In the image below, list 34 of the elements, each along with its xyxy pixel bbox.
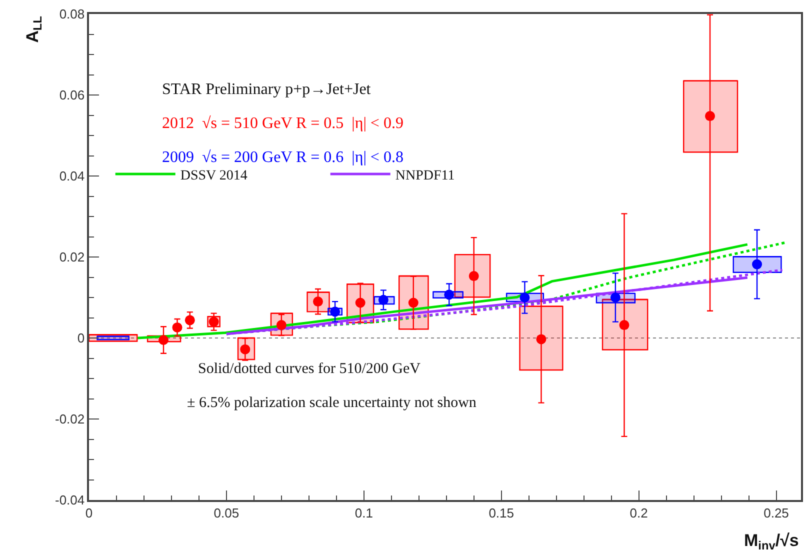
point bbox=[172, 322, 182, 332]
y-tick-label: -0.04 bbox=[55, 492, 85, 508]
legend-label: DSSV 2014 bbox=[180, 168, 248, 184]
x-tick-label: 0.25 bbox=[764, 505, 789, 520]
annotation: 2009 √s = 200 GeV R = 0.6 |η| < 0.8 bbox=[162, 149, 404, 166]
point bbox=[705, 111, 716, 122]
annotation: ± 6.5% polarization scale uncertainty not shown bbox=[187, 395, 477, 411]
y-tick-label: 0.08 bbox=[59, 6, 85, 22]
point bbox=[468, 271, 479, 282]
annotation: STAR Preliminary p+p→Jet+Jet bbox=[162, 81, 372, 98]
point bbox=[378, 294, 388, 305]
y-tick-label: 0.04 bbox=[59, 168, 85, 184]
point bbox=[408, 298, 418, 308]
x-tick-label: 0.1 bbox=[354, 505, 373, 520]
point bbox=[752, 259, 762, 270]
point bbox=[520, 292, 530, 302]
y-tick-label: 0.06 bbox=[59, 88, 85, 103]
y-tick-label: 0 bbox=[77, 330, 85, 346]
point bbox=[619, 320, 630, 330]
point bbox=[330, 306, 340, 317]
annotation: Solid/dotted curves for 510/200 GeV bbox=[198, 361, 421, 377]
y-tick-label: -0.02 bbox=[55, 412, 85, 427]
line-series bbox=[136, 243, 749, 340]
y-tick-label: 0.02 bbox=[59, 250, 85, 265]
point bbox=[536, 334, 546, 344]
point bbox=[158, 335, 168, 346]
x-axis-title: M$_{inv}$/√s bbox=[744, 531, 799, 551]
annotation: 2012 √s = 510 GeV R = 0.5 |η| < 0.9 bbox=[162, 115, 404, 132]
legend-label: NNPDF11 bbox=[395, 168, 455, 184]
point bbox=[444, 290, 454, 300]
x-tick-label: 0.2 bbox=[630, 505, 648, 520]
x-tick-label: 0.15 bbox=[488, 505, 514, 520]
point bbox=[184, 315, 195, 326]
x-tick-label: 0.05 bbox=[214, 505, 240, 520]
